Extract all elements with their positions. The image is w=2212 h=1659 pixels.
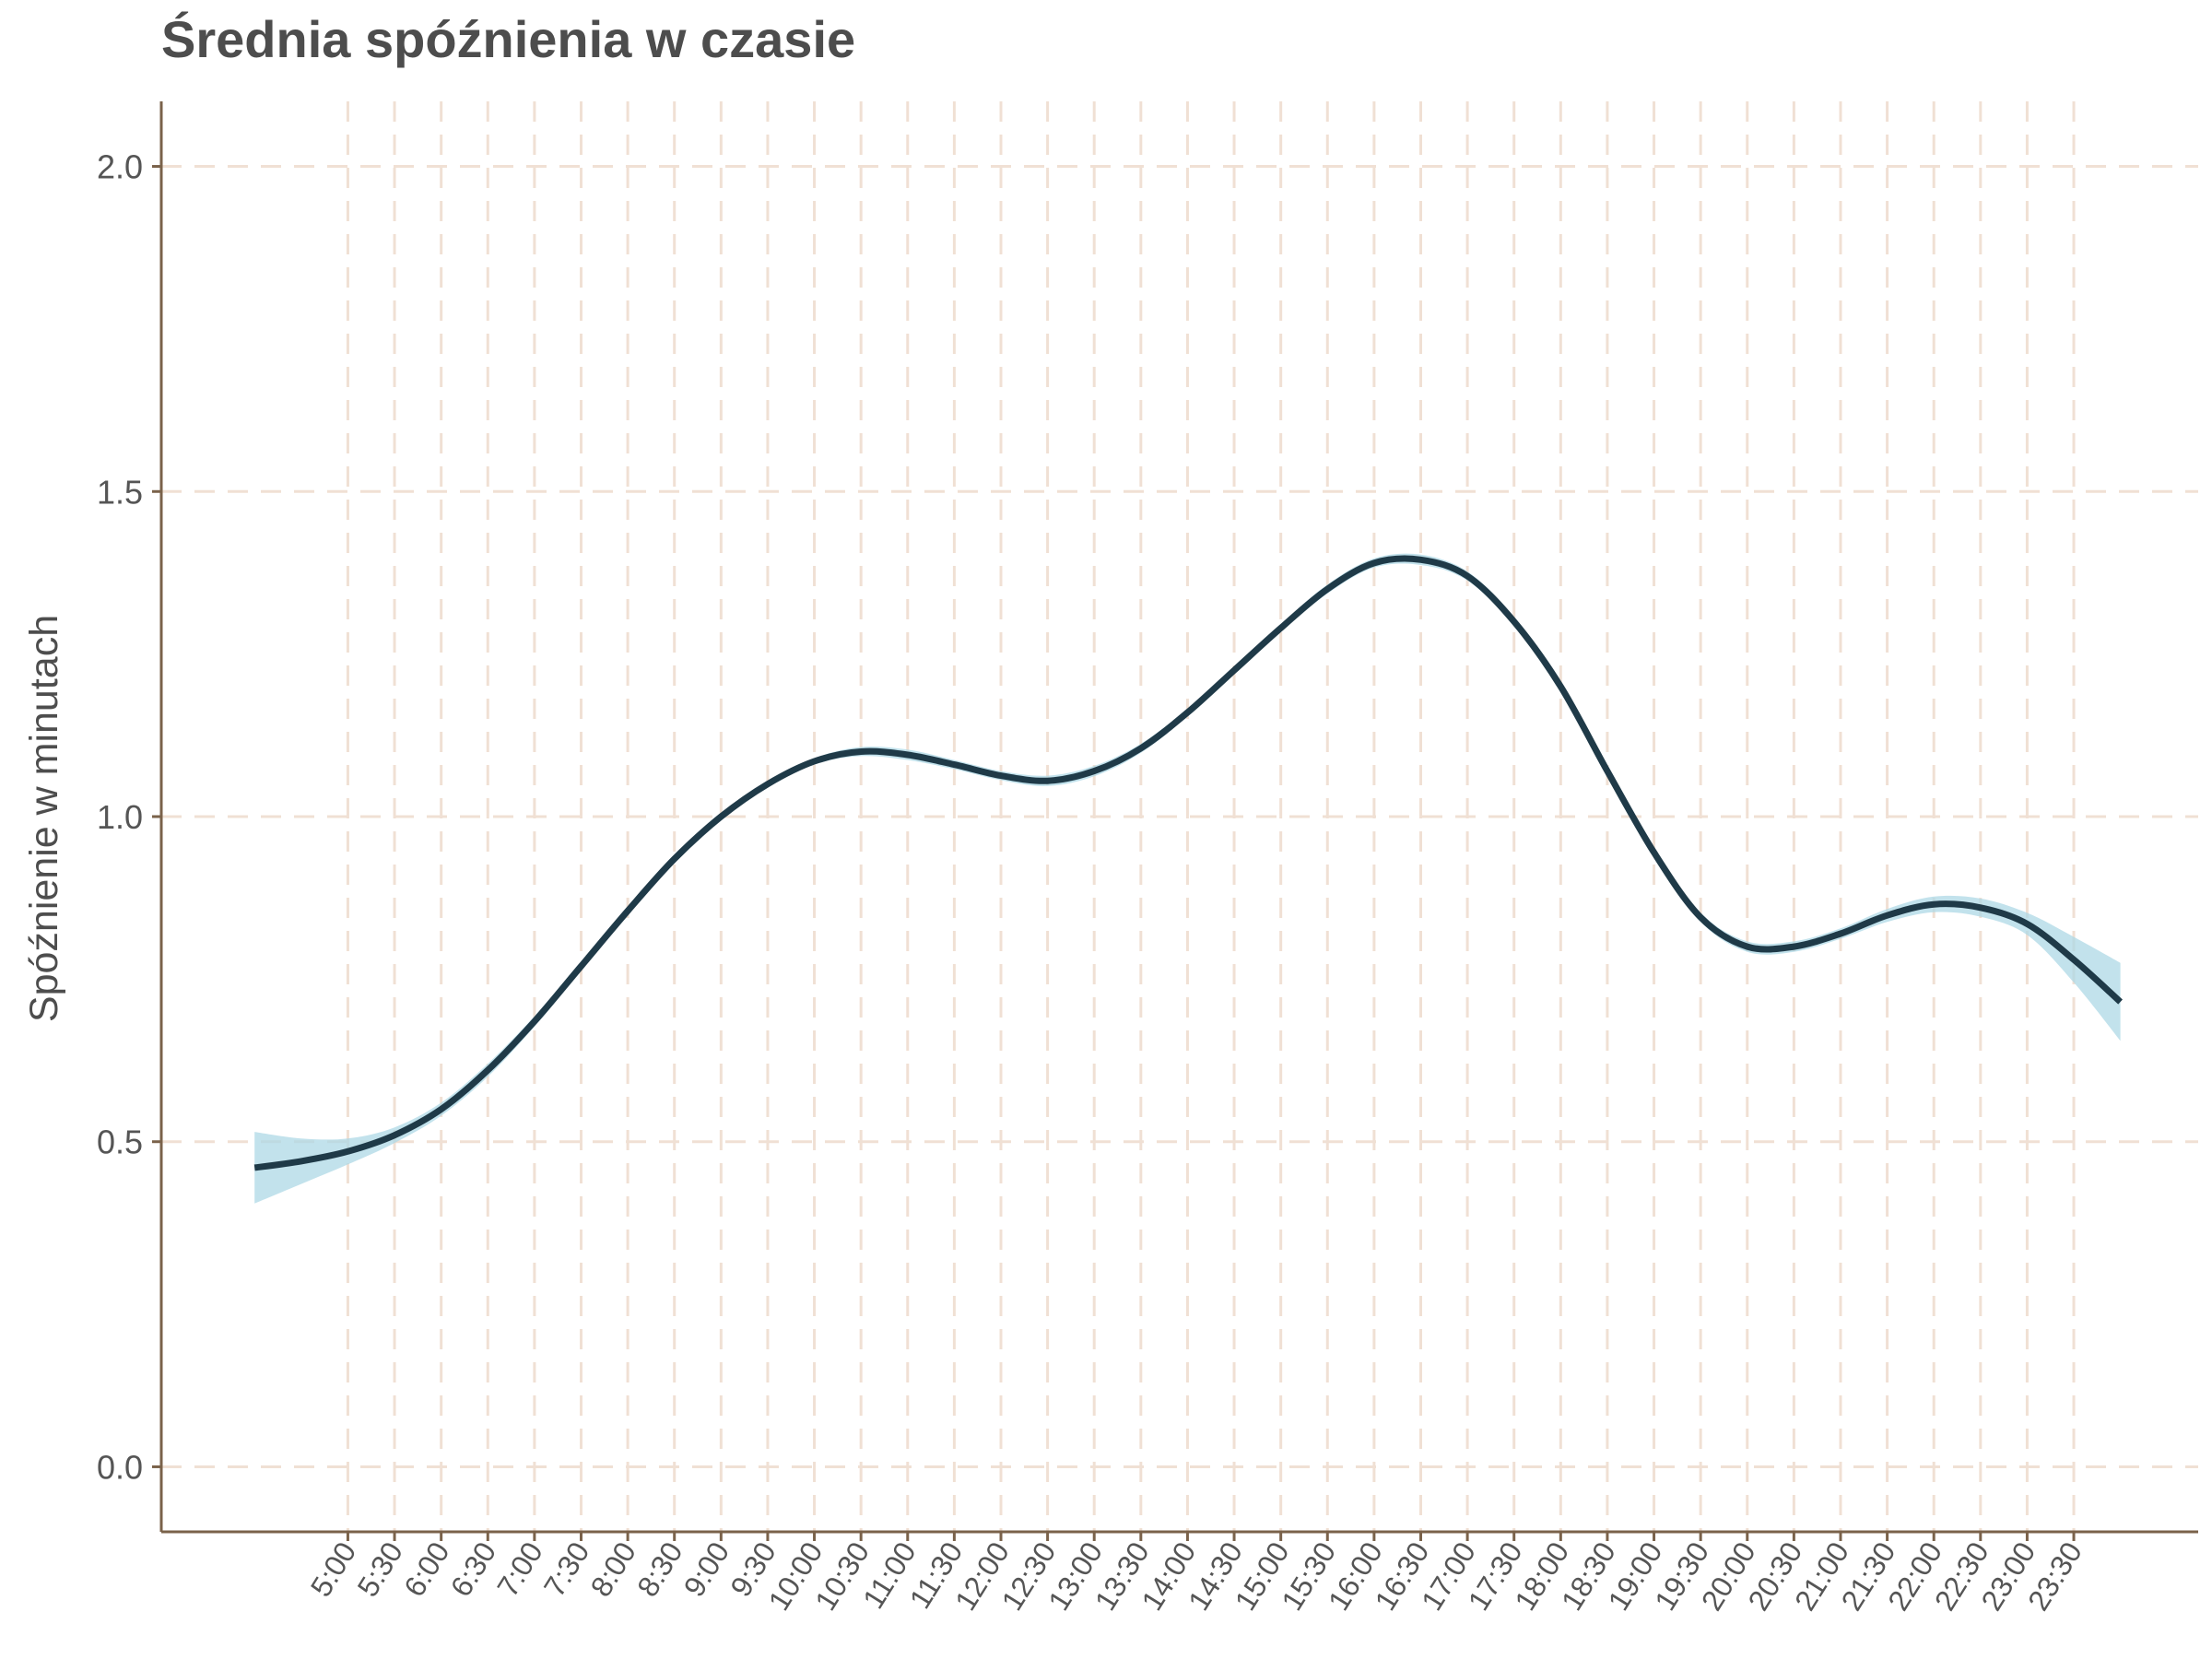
y-tick-label: 0.0 — [97, 1448, 143, 1486]
x-tick-label: 9:00 — [677, 1536, 736, 1603]
x-tick-label: 6:00 — [397, 1536, 456, 1603]
x-ticks: 5:005:306:006:307:007:308:008:309:009:30… — [304, 1532, 2088, 1617]
x-tick-label: 8:30 — [630, 1536, 689, 1603]
grid — [161, 101, 2198, 1532]
y-axis-label: Spóźnienie w minutach — [22, 615, 66, 1022]
smooth-line — [253, 555, 2123, 1171]
y-tick-label: 0.5 — [97, 1124, 143, 1161]
x-tick-label: 7:00 — [490, 1536, 549, 1603]
y-tick-label: 1.0 — [97, 798, 143, 836]
y-tick-label: 2.0 — [97, 148, 143, 186]
x-tick-label: 6:30 — [444, 1536, 503, 1603]
smooth-line-path — [253, 555, 2123, 1171]
chart-title: Średnia spóźnienia w czasie — [161, 10, 855, 68]
x-tick-label: 5:30 — [351, 1536, 410, 1603]
y-tick-label: 1.5 — [97, 473, 143, 511]
x-tick-label: 8:00 — [584, 1536, 643, 1603]
y-ticks: 0.0 0.5 1.0 1.5 2.0 — [97, 148, 161, 1486]
x-tick-label: 7:30 — [537, 1536, 596, 1603]
x-tick-label: 5:00 — [304, 1536, 363, 1603]
